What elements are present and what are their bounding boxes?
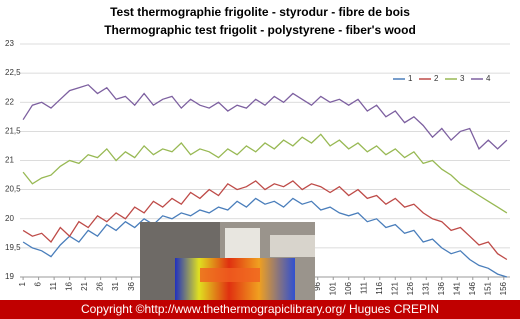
x-tick-label: 141 xyxy=(452,281,461,295)
series-line xyxy=(22,197,508,278)
x-tick-label: 26 xyxy=(96,281,105,290)
x-tick-label: 131 xyxy=(421,281,430,295)
y-tick-label: 20 xyxy=(5,214,14,223)
y-tick-label: 19 xyxy=(5,272,14,281)
legend-label: 3 xyxy=(460,74,465,83)
x-tick-label: 31 xyxy=(111,281,120,290)
series-line xyxy=(22,84,508,150)
footer-text: Copyright ©http://www.thethermograpiclib… xyxy=(81,302,439,316)
x-tick-label: 16 xyxy=(65,281,74,290)
x-tick-label: 6 xyxy=(34,281,43,286)
y-tick-label: 23 xyxy=(5,39,14,48)
x-tick-label: 136 xyxy=(437,281,446,295)
x-tick-label: 101 xyxy=(328,281,337,295)
legend-label: 4 xyxy=(486,74,491,83)
inset-photo xyxy=(140,222,315,300)
x-tick-label: 36 xyxy=(127,281,136,290)
y-tick-label: 20,5 xyxy=(5,185,21,194)
x-tick-label: 116 xyxy=(375,281,384,294)
legend-label: 2 xyxy=(434,74,439,83)
x-tick-label: 11 xyxy=(49,281,58,290)
y-tick-label: 21,5 xyxy=(5,126,21,135)
x-tick-label: 126 xyxy=(406,281,415,295)
footer-bar xyxy=(0,300,520,319)
y-tick-label: 22,5 xyxy=(5,68,21,77)
chart-title: Test thermographie frigolite - styrodur … xyxy=(110,5,410,19)
x-tick-label: 21 xyxy=(80,281,89,290)
x-tick-label: 156 xyxy=(499,281,508,295)
x-tick-label: 96 xyxy=(313,281,322,290)
series-line xyxy=(22,180,508,261)
x-tick-label: 151 xyxy=(483,281,492,295)
y-tick-label: 19,5 xyxy=(5,243,21,252)
y-tick-label: 22 xyxy=(5,97,14,106)
x-tick-label: 1 xyxy=(18,281,27,286)
y-tick-label: 21 xyxy=(5,156,14,165)
series-line xyxy=(22,133,508,214)
x-tick-label: 121 xyxy=(390,281,399,295)
chart-subtitle: Thermographic test frigolit - polystyren… xyxy=(104,23,416,37)
x-tick-label: 111 xyxy=(359,281,368,294)
x-tick-label: 146 xyxy=(468,281,477,295)
legend-label: 1 xyxy=(408,74,413,83)
x-tick-label: 106 xyxy=(344,281,353,295)
